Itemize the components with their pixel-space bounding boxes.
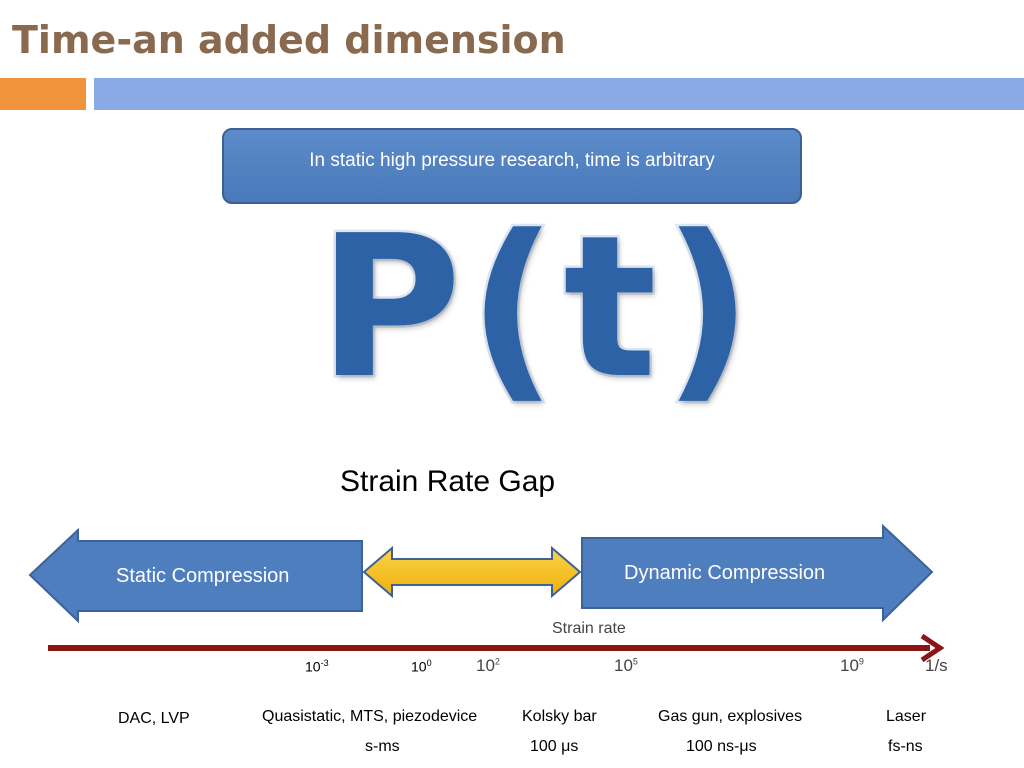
- static-compression-arrow: [28, 527, 363, 624]
- method-kolsky-bar: Kolsky bar: [522, 708, 597, 725]
- p-of-t-formula: P(t): [316, 194, 759, 422]
- tick-label: 102: [476, 656, 500, 675]
- method-gas-gun: Gas gun, explosives: [658, 708, 803, 725]
- tick-label: 109: [840, 656, 864, 675]
- method-laser: Laser: [886, 708, 927, 725]
- dynamic-compression-arrow: [581, 523, 934, 623]
- tick-label: 105: [614, 656, 638, 675]
- tick-label: 10-3: [305, 658, 329, 675]
- method-kolsky-bar-time: 100 μs: [530, 738, 579, 755]
- strain-rate-gap-double-arrow: [362, 545, 582, 599]
- strain-rate-gap-label: Strain Rate Gap: [340, 465, 556, 498]
- method-quasistatic-time: s-ms: [365, 738, 400, 755]
- title-accent-blue-bar: [94, 78, 1024, 110]
- title-accent-orange-bar: [0, 78, 86, 110]
- tick-label: 100: [411, 658, 432, 675]
- method-laser-time: fs-ns: [888, 738, 923, 755]
- slide-title: Time-an added dimension: [12, 18, 566, 62]
- method-gas-gun-time: 100 ns-μs: [686, 738, 757, 755]
- axis-unit-label: 1/s: [925, 656, 948, 675]
- method-dac-lvp: DAC, LVP: [118, 710, 190, 727]
- strain-rate-axis-arrowhead: [920, 633, 945, 663]
- callout-box: In static high pressure research, time i…: [222, 128, 802, 204]
- callout-text: In static high pressure research, time i…: [309, 150, 715, 171]
- dynamic-compression-label: Dynamic Compression: [624, 562, 826, 584]
- strain-rate-axis-title: Strain rate: [552, 620, 626, 637]
- static-compression-label: Static Compression: [116, 565, 290, 587]
- method-quasistatic: Quasistatic, MTS, piezodevice: [262, 708, 478, 725]
